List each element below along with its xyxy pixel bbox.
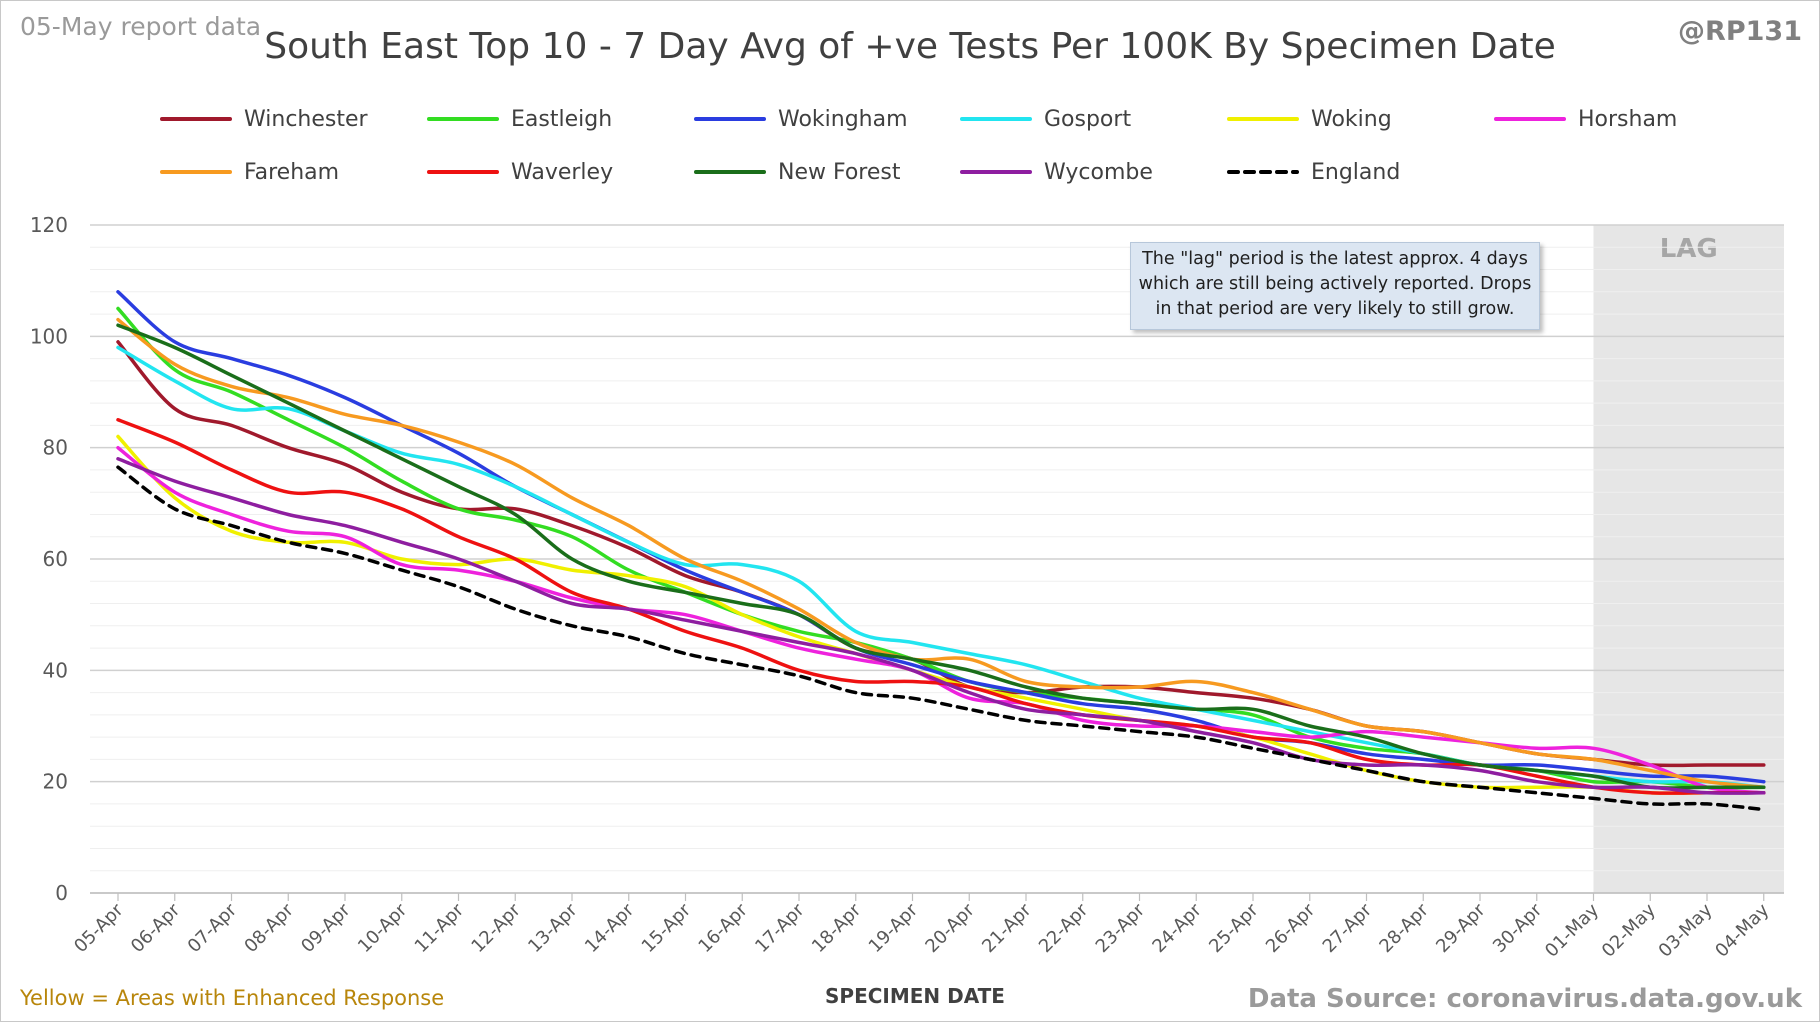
series-line-new-forest: [116, 323, 1766, 790]
legend-item-waverley: Waverley: [425, 157, 613, 187]
x-tick-label: 20-Apr: [921, 899, 979, 957]
x-tick-label: 24-Apr: [1148, 899, 1206, 957]
x-axis-label: SPECIMEN DATE: [825, 984, 1005, 1008]
legend-item-new-forest: New Forest: [692, 157, 901, 187]
report-date: 05-May report data: [20, 12, 262, 41]
legend-swatch: [427, 117, 499, 121]
legend-item-wokingham: Wokingham: [692, 104, 908, 134]
legend-label: Winchester: [244, 106, 368, 132]
legend-label: Eastleigh: [511, 106, 613, 132]
x-tick-label: 29-Apr: [1432, 899, 1490, 957]
chart-title: South East Top 10 - 7 Day Avg of +ve Tes…: [264, 26, 1556, 67]
legend-item-eastleigh: Eastleigh: [425, 104, 612, 134]
legend-item-horsham: Horsham: [1492, 104, 1677, 134]
x-tick-label: 17-Apr: [751, 899, 809, 957]
legend-swatch: [160, 170, 232, 174]
x-tick-label: 04-May: [1711, 899, 1773, 961]
x-tick-label: 05-Apr: [70, 899, 128, 957]
legend-item-gosport: Gosport: [958, 104, 1131, 134]
series-line-england: [116, 465, 1766, 812]
lag-label: LAG: [1660, 234, 1718, 264]
author-handle: @RP131: [1678, 16, 1802, 47]
x-tick-label: 14-Apr: [581, 899, 639, 957]
x-tick-label: 23-Apr: [1092, 899, 1150, 957]
legend-label: Wokingham: [778, 106, 908, 132]
x-tick-label: 11-Apr: [411, 899, 469, 957]
legend-label: Gosport: [1044, 106, 1132, 132]
x-tick-label: 21-Apr: [978, 899, 1036, 957]
x-tick-label: 16-Apr: [694, 899, 752, 957]
legend-label: England: [1311, 159, 1401, 185]
legend-swatch: [694, 117, 766, 121]
legend-item-winchester: Winchester: [158, 104, 368, 134]
series-line-wycombe: [116, 457, 1766, 795]
legend-label: Wycombe: [1044, 159, 1153, 185]
y-tick-label: 80: [43, 436, 68, 460]
legend-swatch: [960, 170, 1032, 174]
x-tick-label: 15-Apr: [638, 899, 696, 957]
x-tick-label: 13-Apr: [524, 899, 582, 957]
y-tick-label: 40: [43, 658, 68, 682]
series-line-horsham: [116, 445, 1766, 795]
x-tick-label: 19-Apr: [865, 899, 923, 957]
legend-item-fareham: Fareham: [158, 157, 339, 187]
x-tick-label: 07-Apr: [184, 899, 242, 957]
series-line-fareham: [116, 317, 1766, 789]
data-source: Data Source: coronavirus.data.gov.uk: [1247, 984, 1802, 1014]
legend-swatch: [1227, 170, 1299, 174]
legend-swatch: [1227, 117, 1299, 121]
x-tick-label: 09-Apr: [297, 899, 355, 957]
series-line-gosport: [116, 345, 1766, 789]
legend-label: New Forest: [778, 159, 901, 185]
legend-item-england: England: [1225, 157, 1400, 187]
x-tick-label: 08-Apr: [240, 899, 298, 957]
legend-item-woking: Woking: [1225, 104, 1392, 134]
legend-label: Woking: [1311, 106, 1392, 132]
y-tick-label: 60: [43, 547, 68, 571]
x-tick-label: 01-May: [1541, 899, 1603, 961]
yellow-note: Yellow = Areas with Enhanced Response: [20, 986, 445, 1010]
legend-label: Horsham: [1578, 106, 1678, 132]
x-tick-label: 06-Apr: [127, 899, 185, 957]
y-tick-label: 0: [55, 881, 68, 905]
y-tick-label: 100: [30, 324, 68, 348]
x-tick-label: 30-Apr: [1489, 899, 1547, 957]
legend-swatch: [694, 170, 766, 174]
x-tick-label: 03-May: [1655, 899, 1717, 961]
x-tick-label: 27-Apr: [1319, 899, 1377, 957]
y-tick-label: 20: [43, 770, 68, 794]
legend-swatch: [427, 170, 499, 174]
y-tick-label: 120: [30, 213, 68, 237]
legend-swatch: [160, 117, 232, 121]
x-tick-label: 18-Apr: [808, 899, 866, 957]
x-tick-label: 12-Apr: [467, 899, 525, 957]
legend-swatch: [1494, 117, 1566, 121]
x-tick-label: 25-Apr: [1205, 899, 1263, 957]
x-tick-label: 26-Apr: [1262, 899, 1320, 957]
legend-label: Waverley: [511, 159, 614, 185]
x-tick-label: 22-Apr: [1035, 899, 1093, 957]
legend-item-wycombe: Wycombe: [958, 157, 1153, 187]
lag-note: The "lag" period is the latest approx. 4…: [1130, 242, 1540, 330]
legend-label: Fareham: [244, 159, 340, 185]
x-tick-label: 02-May: [1598, 899, 1660, 961]
x-tick-label: 10-Apr: [354, 899, 412, 957]
legend-swatch: [960, 117, 1032, 121]
series-line-woking: [116, 434, 1766, 795]
x-tick-label: 28-Apr: [1375, 899, 1433, 957]
